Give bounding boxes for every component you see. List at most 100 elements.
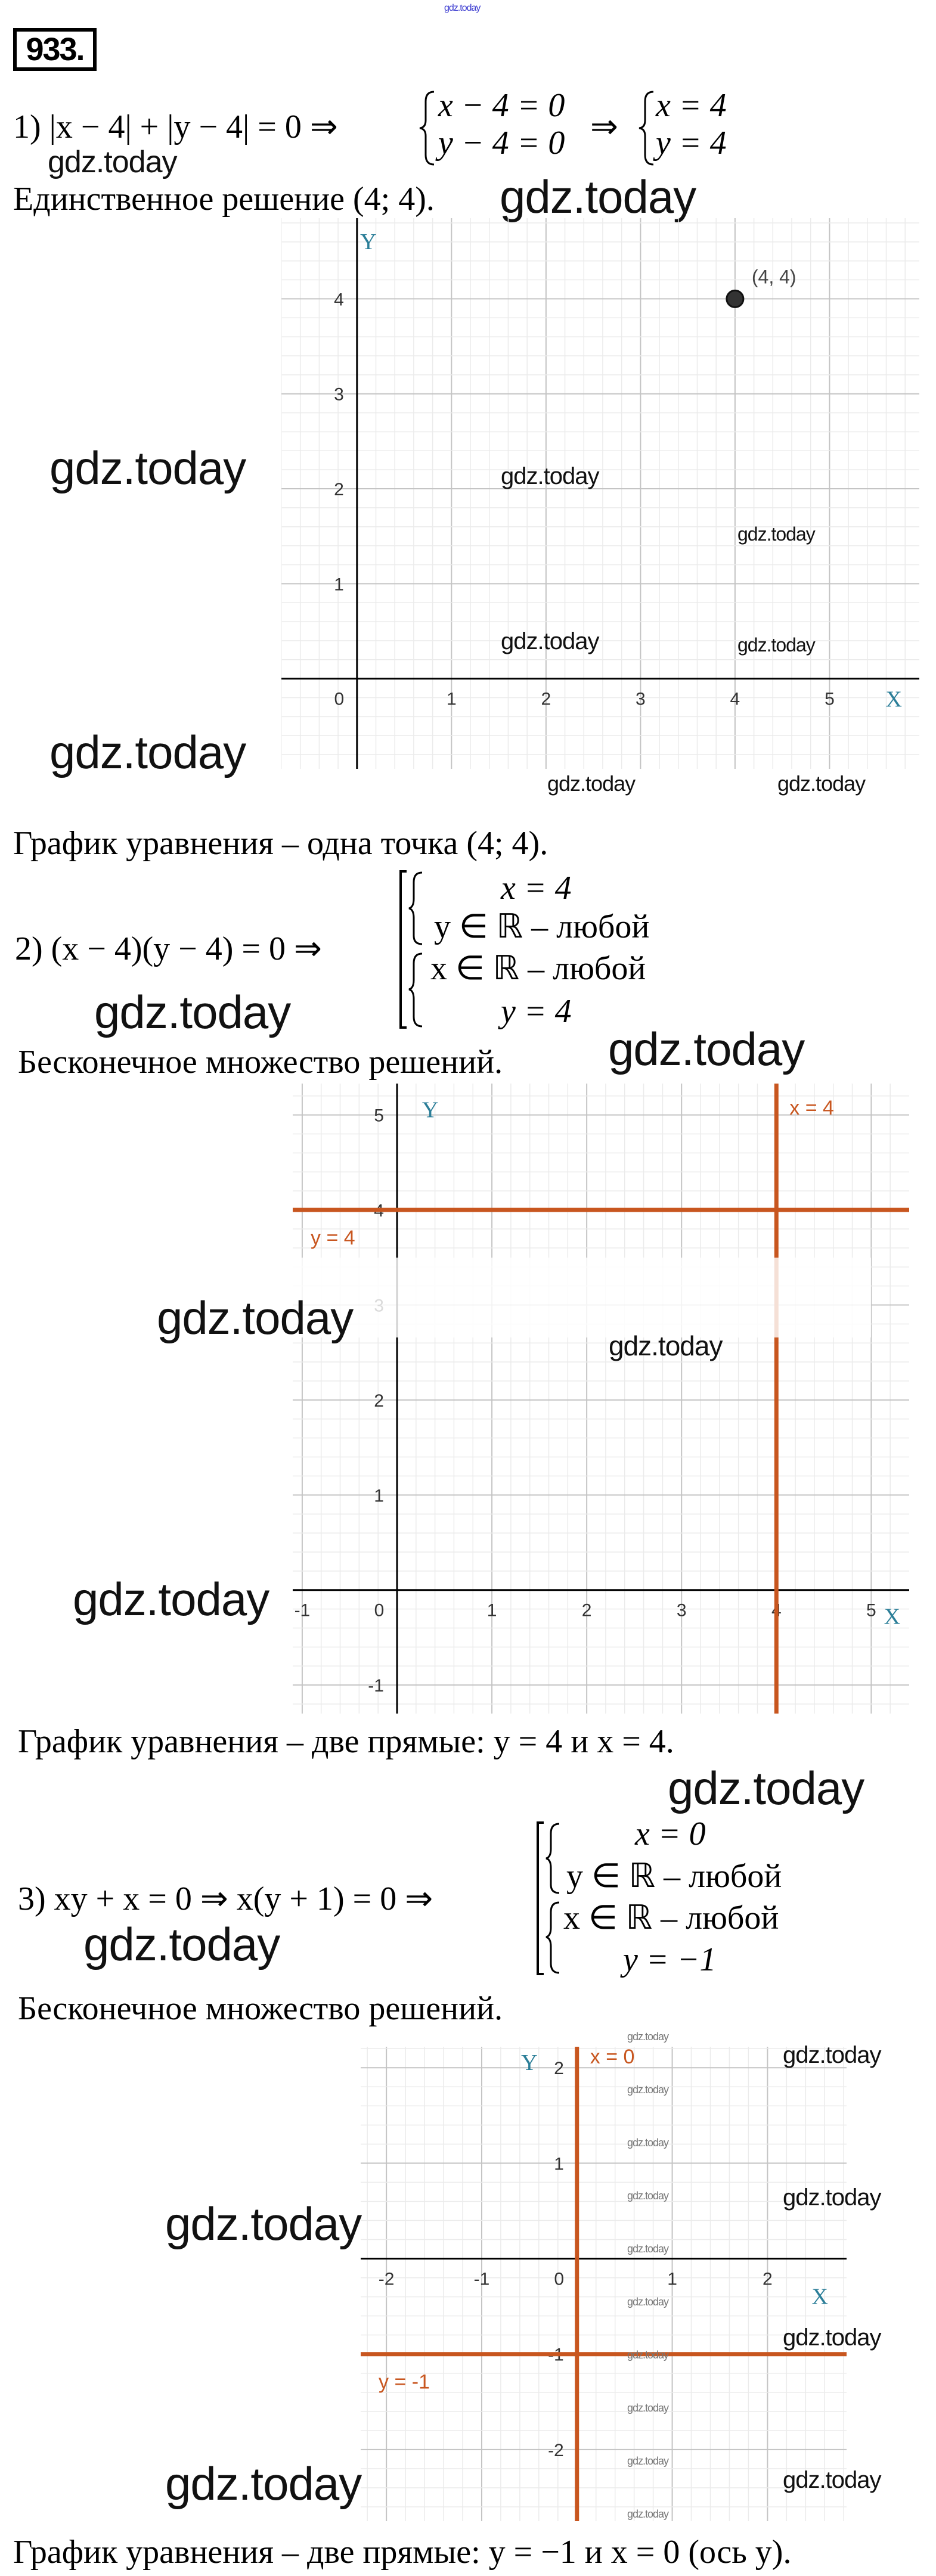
y-tick-label: 2: [334, 480, 344, 499]
x-tick-label: 1: [487, 1601, 497, 1621]
bracket-icon: [399, 870, 423, 1029]
part3-row-4: y = −1: [623, 1941, 717, 1978]
part2-equation: 2) (x − 4)(y − 4) = 0 ⇒: [15, 930, 322, 967]
watermark-erasure: [293, 1258, 871, 1337]
graph-2: -1012345-112345XYy = 4x = 4: [293, 1084, 909, 1717]
graph-canvas: 0 1 2 3 4 5 1 2 3 4 X Y (4, 4): [281, 218, 919, 769]
x-tick-label: 0: [554, 2270, 564, 2289]
watermark: gdz.today: [783, 2324, 881, 2351]
watermark: gdz.today: [165, 2457, 362, 2510]
x-tick-label: -1: [474, 2270, 490, 2289]
part2-result: Бесконечное множество решений.: [18, 1044, 503, 1081]
watermark: gdz.today: [444, 3, 481, 13]
line-label: y = -1: [379, 2371, 430, 2394]
system-a-row-2: y − 4 = 0: [438, 125, 565, 162]
watermark: gdz.today: [157, 1292, 354, 1344]
watermark: gdz.today: [668, 1762, 864, 1814]
x-tick-label: 2: [763, 2270, 773, 2289]
line-label: x = 4: [789, 1097, 834, 1119]
watermark: gdz.today: [547, 771, 636, 796]
part1-equation: 1) |x − 4| + |y − 4| = 0 ⇒: [13, 108, 338, 145]
x-axis-label: X: [885, 687, 901, 712]
line-label: x = 0: [590, 2047, 635, 2068]
x-axis-label: X: [884, 1604, 900, 1629]
system-b-row-1: x = 4: [656, 87, 727, 124]
y-tick-label: 2: [374, 1391, 384, 1411]
x-tick-label: -2: [379, 2270, 395, 2289]
watermark: gdz.today: [49, 442, 246, 494]
y-tick-label: 4: [334, 290, 344, 309]
part2-row-2: y ∈ ℝ – любой: [434, 908, 650, 945]
part1-conclusion: График уравнения – одна точка (4; 4).: [13, 825, 548, 862]
watermark: gdz.today: [627, 2190, 669, 2202]
y-axis-label: Y: [422, 1098, 438, 1123]
x-tick-label: 3: [636, 690, 646, 709]
y-tick-label: -2: [548, 2441, 564, 2460]
watermark: gdz.today: [627, 2455, 669, 2467]
watermark: gdz.today: [73, 1573, 269, 1625]
y-tick-label: 3: [334, 385, 344, 405]
y-axis-label: Y: [360, 229, 376, 255]
watermark: gdz.today: [627, 2243, 669, 2255]
x-tick-label: -1: [295, 1601, 311, 1621]
exercise-number: 933.: [13, 28, 97, 71]
part3-equation: 3) xy + x = 0 ⇒ x(y + 1) = 0 ⇒: [18, 1880, 433, 1917]
watermark: gdz.today: [83, 1918, 280, 1970]
watermark: gdz.today: [627, 2031, 669, 2043]
watermark: gdz.today: [627, 2296, 669, 2308]
watermark: gdz.today: [165, 2198, 362, 2250]
graph-canvas: -1012345-112345XYy = 4x = 4: [293, 1084, 909, 1714]
x-tick-label: 0: [334, 690, 344, 709]
implies-arrow: ⇒: [590, 108, 618, 145]
watermark: gdz.today: [627, 2508, 669, 2520]
x-tick-label: 2: [582, 1601, 592, 1621]
brace-icon: [639, 91, 654, 166]
watermark: gdz.today: [783, 2184, 881, 2211]
y-tick-label: -1: [368, 1676, 384, 1696]
watermark: gdz.today: [783, 2467, 881, 2493]
y-tick-label: 2: [554, 2059, 564, 2078]
watermark: gdz.today: [627, 2137, 669, 2149]
watermark: gdz.today: [49, 726, 246, 778]
bracket-icon: [537, 1821, 560, 1975]
x-axis-label: X: [812, 2285, 828, 2310]
x-tick-label: 0: [374, 1601, 385, 1621]
y-tick-label: 1: [554, 2154, 564, 2174]
part1-result: Единственное решение (4; 4).: [13, 181, 435, 218]
watermark: gdz.today: [783, 2042, 881, 2068]
watermark: gdz.today: [737, 523, 816, 545]
watermark: gdz.today: [627, 2402, 669, 2414]
x-tick-label: 2: [541, 690, 551, 709]
x-tick-label: 1: [447, 690, 457, 709]
brace-icon: [419, 91, 435, 166]
watermark: gdz.today: [500, 170, 696, 223]
part2-row-3: x ∈ ℝ – любой: [430, 950, 646, 987]
y-tick-label: 5: [374, 1106, 384, 1126]
line-label: y = 4: [311, 1227, 355, 1249]
solution-point: [726, 289, 745, 308]
watermark: gdz.today: [737, 634, 816, 656]
watermark: gdz.today: [501, 628, 599, 654]
x-tick-label: 1: [667, 2270, 677, 2289]
x-tick-label: 3: [677, 1601, 687, 1621]
watermark: gdz.today: [627, 2084, 669, 2096]
watermark: gdz.today: [501, 463, 599, 489]
graph-1: 0 1 2 3 4 5 1 2 3 4 X Y (4, 4): [281, 218, 919, 772]
part2-row-4: y = 4: [501, 993, 572, 1030]
part3-row-3: x ∈ ℝ – любой: [563, 1900, 779, 1936]
watermark: gdz.today: [609, 1330, 723, 1361]
watermark: gdz.today: [627, 2349, 669, 2361]
watermark: gdz.today: [777, 771, 866, 796]
watermark: gdz.today: [94, 986, 291, 1038]
watermark: gdz.today: [48, 145, 177, 179]
system-b-row-2: y = 4: [656, 125, 727, 162]
part2-conclusion: График уравнения – две прямые: y = 4 и x…: [18, 1723, 674, 1760]
part3-row-2: y ∈ ℝ – любой: [566, 1858, 782, 1895]
x-tick-label: 4: [730, 690, 740, 709]
y-axis-label: Y: [521, 2050, 537, 2075]
y-tick-label: 1: [334, 575, 344, 594]
point-label: (4, 4): [752, 266, 796, 287]
part2-row-1: x = 4: [501, 870, 572, 907]
